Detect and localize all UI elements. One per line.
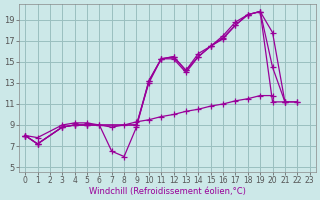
X-axis label: Windchill (Refroidissement éolien,°C): Windchill (Refroidissement éolien,°C) bbox=[89, 187, 246, 196]
